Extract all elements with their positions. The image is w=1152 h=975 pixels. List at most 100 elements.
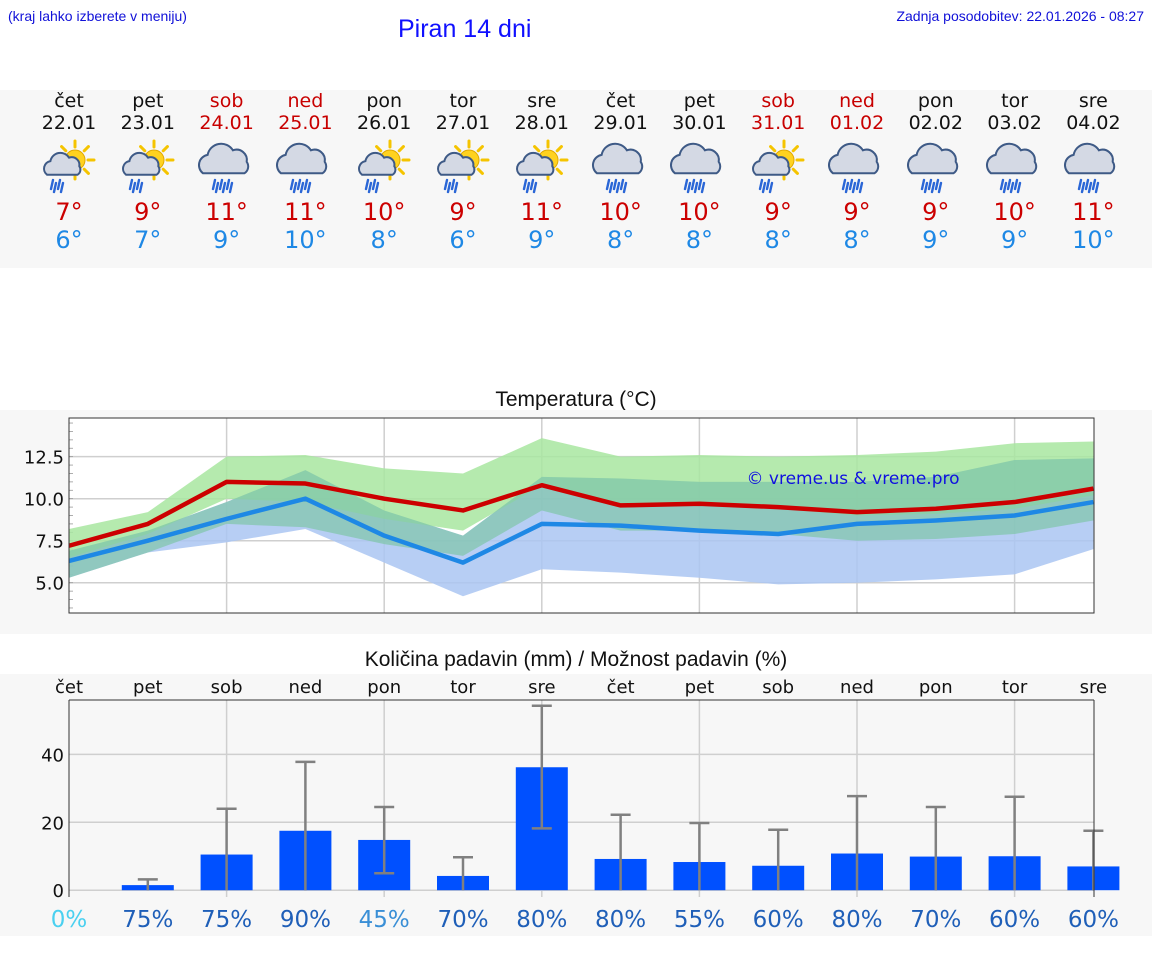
max-temperature: 11° <box>520 198 564 226</box>
day-name: sob <box>761 90 795 112</box>
location-hint: (kraj lahko izberete v meniju) <box>8 8 187 24</box>
cloud-rain-icon <box>828 142 880 194</box>
forecast-day: ned 01.02 9° 8° <box>817 90 897 254</box>
category-label: pet <box>685 677 715 698</box>
cloud-rain-icon <box>985 142 1037 194</box>
min-temperature: 9° <box>528 226 556 254</box>
precipitation-probability: 80% <box>831 907 882 933</box>
y-tick-label: 10.0 <box>24 490 64 511</box>
precipitation-probability: 70% <box>437 907 488 933</box>
category-label: sre <box>528 677 555 698</box>
day-name: tor <box>449 90 477 112</box>
temperature-chart: 12.5 10.0 7.5 5.0 © vreme.us & vreme.pro <box>0 410 1152 634</box>
cloud-rain-icon <box>670 142 722 194</box>
day-date: 24.01 <box>199 112 254 134</box>
forecast-day: čet 22.01 7° 6° <box>29 90 109 254</box>
precipitation-probability: 80% <box>516 907 567 933</box>
max-temperature-band <box>69 438 1094 558</box>
category-label: tor <box>450 677 476 698</box>
category-label: ned <box>840 677 874 698</box>
day-name: pon <box>917 90 954 112</box>
day-date: 25.01 <box>278 112 333 134</box>
y-tick-label: 0 <box>53 881 64 902</box>
category-label: ned <box>288 677 322 698</box>
max-temperature-line <box>68 479 1094 548</box>
min-temperature: 8° <box>764 226 792 254</box>
day-name: ned <box>839 90 875 112</box>
max-temperature: 11° <box>1072 198 1115 226</box>
max-temperature: 10° <box>362 198 406 226</box>
day-date: 31.01 <box>750 112 806 134</box>
category-label: sre <box>1080 677 1107 698</box>
temperature-chart-title: Temperatura (°C) <box>495 388 657 411</box>
min-temperature: 6° <box>449 226 477 254</box>
y-tick-label: 5.0 <box>35 574 64 595</box>
max-temperature: 9° <box>134 198 162 226</box>
day-name: pet <box>683 90 715 112</box>
max-temperature: 10° <box>678 198 721 226</box>
forecast-day: sob 24.01 11° 9° <box>187 90 267 254</box>
cloud-rain-icon <box>276 142 328 194</box>
forecast-panel: čet 22.01 7° 6° pet 23.01 9° 7° sob 24.01 11° 9° ned… <box>0 90 1152 268</box>
y-tick-label: 40 <box>41 745 64 766</box>
cloud-rain-icon <box>591 142 643 194</box>
max-temperature: 10° <box>993 198 1036 226</box>
forecast-day: sre 04.02 11° 10° <box>1053 90 1133 254</box>
sun-cloud-rain-icon <box>43 139 96 194</box>
y-tick-label: 12.5 <box>24 448 64 469</box>
max-temperature: 9° <box>843 198 871 226</box>
cloud-rain-icon <box>197 142 249 194</box>
day-date: 30.01 <box>672 112 727 134</box>
day-date: 23.01 <box>120 112 175 134</box>
category-label: čet <box>607 677 635 698</box>
forecast-day: ned 25.01 11° 10° <box>265 90 345 254</box>
min-temperature: 9° <box>922 226 950 254</box>
day-date: 26.01 <box>356 112 412 134</box>
page-title: Piran 14 dni <box>398 15 532 43</box>
day-date: 22.01 <box>41 112 97 134</box>
day-date: 27.01 <box>435 112 491 134</box>
category-label: sob <box>211 677 243 698</box>
sun-cloud-rain-icon <box>437 139 490 194</box>
min-temperature: 6° <box>55 226 83 254</box>
day-date: 04.02 <box>1066 112 1121 134</box>
max-temperature: 10° <box>599 198 642 226</box>
day-name: ned <box>287 90 324 112</box>
min-temperature: 8° <box>370 226 398 254</box>
day-name: sob <box>209 90 244 112</box>
day-name: sre <box>527 90 557 112</box>
y-tick-label: 20 <box>41 813 64 834</box>
category-label: tor <box>1002 677 1028 698</box>
day-name: pet <box>132 90 164 112</box>
max-temperature: 11° <box>205 198 248 226</box>
precipitation-probability: 75% <box>201 907 252 933</box>
sun-cloud-rain-icon <box>752 139 805 194</box>
min-temperature: 7° <box>134 226 162 254</box>
category-label: pon <box>919 677 953 698</box>
forecast-day: čet 29.01 10° 8° <box>581 90 661 254</box>
day-name: pon <box>366 90 403 112</box>
forecast-day: pet 30.01 10° 8° <box>659 90 739 254</box>
day-name: tor <box>1001 90 1029 112</box>
min-temperature: 8° <box>843 226 871 254</box>
sun-cloud-rain-icon <box>515 139 569 194</box>
precipitation-probability: 60% <box>989 907 1040 933</box>
forecast-day: pon 02.02 9° 9° <box>896 90 976 254</box>
day-date: 01.02 <box>829 112 885 134</box>
precipitation-probability: 45% <box>359 907 410 933</box>
max-temperature: 11° <box>284 198 327 226</box>
forecast-day: tor 03.02 10° 9° <box>975 90 1055 254</box>
precipitation-probability: 80% <box>595 907 646 933</box>
y-tick-label: 7.5 <box>35 532 64 553</box>
max-temperature: 9° <box>449 198 477 226</box>
min-temperature-line <box>68 496 1094 565</box>
forecast-day: tor 27.01 9° 6° <box>423 90 503 254</box>
cloud-rain-icon <box>906 142 958 194</box>
min-temperature: 10° <box>1072 226 1115 254</box>
max-temperature: 9° <box>922 198 950 226</box>
min-temperature: 10° <box>284 226 327 254</box>
plot-frame <box>68 417 1095 614</box>
category-label: pet <box>133 677 163 698</box>
precipitation-probability: 90% <box>280 907 331 933</box>
precipitation-probability: 70% <box>910 907 961 933</box>
